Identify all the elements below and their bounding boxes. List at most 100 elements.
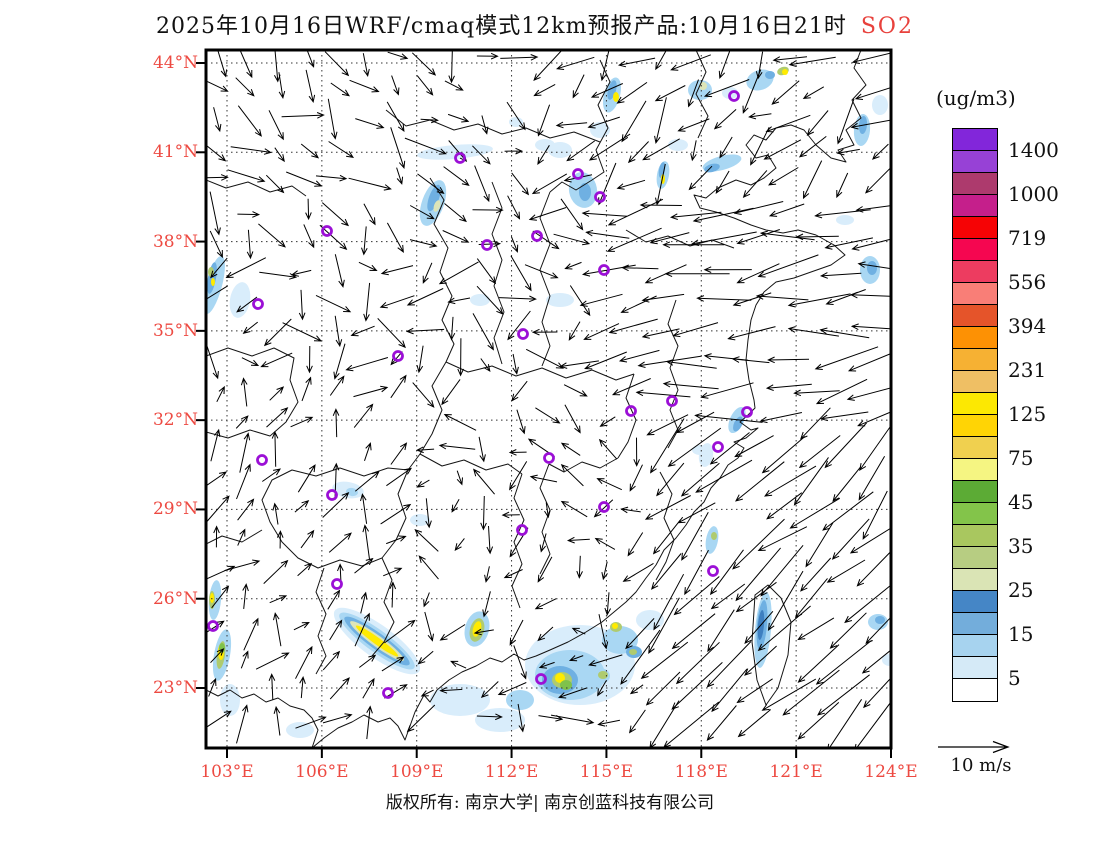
lon-tick-label: 124°E	[864, 762, 918, 782]
wind-arrow	[744, 610, 774, 645]
wind-arrow	[420, 116, 439, 124]
wind-arrow	[328, 141, 355, 158]
wind-arrow	[501, 511, 520, 519]
so2-blob	[867, 261, 877, 275]
city-marker	[707, 565, 719, 577]
colorbar-cell	[953, 327, 997, 349]
wind-arrow	[420, 689, 434, 697]
colorbar-value: 5	[1008, 666, 1021, 690]
wind-arrow	[303, 224, 315, 249]
wind-arrow	[208, 677, 217, 697]
wind-arrow	[817, 674, 870, 716]
wind-arrow	[414, 528, 439, 552]
city-marker	[535, 673, 547, 685]
so2-blob	[433, 200, 441, 212]
wind-arrow	[417, 650, 434, 665]
province-boundary	[625, 229, 735, 249]
city-marker	[516, 524, 528, 536]
so2-blob	[560, 680, 572, 690]
wind-arrow	[293, 621, 310, 631]
wind-arrow	[851, 239, 890, 251]
wind-arrow	[564, 261, 582, 270]
wind-arrow	[768, 167, 799, 186]
wind-arrow	[454, 538, 465, 552]
so2-blob	[470, 294, 490, 306]
wind-arrow	[405, 327, 445, 335]
wind-arrow	[590, 83, 624, 98]
wind-arrow	[345, 357, 389, 372]
so2-blob	[210, 593, 214, 603]
wind-arrow	[550, 714, 595, 725]
wind-arrow	[425, 498, 432, 529]
wind-arrow	[640, 641, 689, 679]
wind-arrow	[354, 470, 380, 492]
wind-arrow	[216, 385, 225, 403]
wind-arrow	[322, 492, 350, 518]
wind-arrow	[798, 435, 841, 469]
wind-arrow	[688, 165, 713, 191]
wind-arrow	[736, 678, 773, 704]
wind-arrow	[210, 648, 225, 664]
wind-arrow	[396, 167, 404, 185]
wind-arrow	[537, 104, 551, 137]
wind-arrow	[361, 226, 368, 256]
wind-arrow	[271, 430, 279, 467]
wind-arrow	[719, 136, 733, 159]
wind-arrow	[272, 502, 279, 525]
wind-arrow	[263, 559, 289, 584]
so2-blob	[506, 690, 534, 710]
title-text: 2025年10月16日WRF/cmaq模式12km预报产品:10月16日21时	[156, 14, 847, 39]
wind-arrow	[793, 457, 829, 506]
colorbar-cell	[953, 459, 997, 481]
wind-arrow	[330, 82, 351, 97]
wind-arrow	[797, 617, 835, 641]
wind-arrow	[694, 412, 763, 423]
boundaries	[206, 50, 867, 748]
city-marker	[712, 441, 724, 453]
wind-arrow	[815, 640, 872, 685]
wind-arrow	[670, 54, 711, 71]
wind-arrow	[646, 414, 689, 436]
province-boundary	[407, 361, 447, 471]
wind-arrow	[516, 409, 526, 435]
wind-arrow	[301, 376, 312, 402]
wind-arrow	[757, 526, 808, 552]
lat-tick-label: 23°N	[152, 678, 198, 698]
wind-arrow	[349, 79, 380, 93]
wind-arrow	[262, 468, 282, 482]
colorbar-cell	[953, 591, 997, 613]
wind-arrow	[358, 261, 378, 272]
so2-blob	[207, 262, 217, 294]
wind-arrow	[819, 272, 862, 279]
wind-arrow	[315, 174, 348, 182]
so2-blob	[636, 610, 664, 630]
wind-arrow	[278, 72, 286, 100]
province-boundary	[667, 299, 679, 449]
map-frame	[204, 48, 893, 750]
wind-arrow	[684, 549, 709, 596]
wind-arrow	[332, 408, 340, 438]
wind-arrow	[538, 661, 555, 669]
wind-arrow	[713, 109, 737, 130]
province-boundary	[206, 347, 299, 439]
lon-tick-label: 115°E	[579, 762, 634, 782]
wind-arrow	[596, 478, 623, 491]
wind-arrow	[334, 315, 343, 348]
wind-arrow	[763, 139, 802, 160]
province-boundary	[445, 361, 635, 381]
wind-arrow	[629, 684, 644, 695]
wind-arrow	[772, 56, 808, 63]
so2-blob	[598, 671, 608, 679]
colorbar-cell	[953, 239, 997, 261]
so2-blob	[668, 139, 688, 151]
wind-arrow	[645, 671, 681, 706]
wind-arrow	[566, 536, 590, 544]
wind-arrow	[598, 438, 618, 460]
province-boundary	[371, 557, 395, 657]
wind-arrow	[354, 557, 374, 574]
so2-blob	[548, 142, 572, 158]
city-marker	[252, 298, 264, 310]
wind-arrow	[531, 328, 558, 336]
wind-arrow	[246, 229, 254, 260]
wind-arrow	[662, 380, 719, 390]
